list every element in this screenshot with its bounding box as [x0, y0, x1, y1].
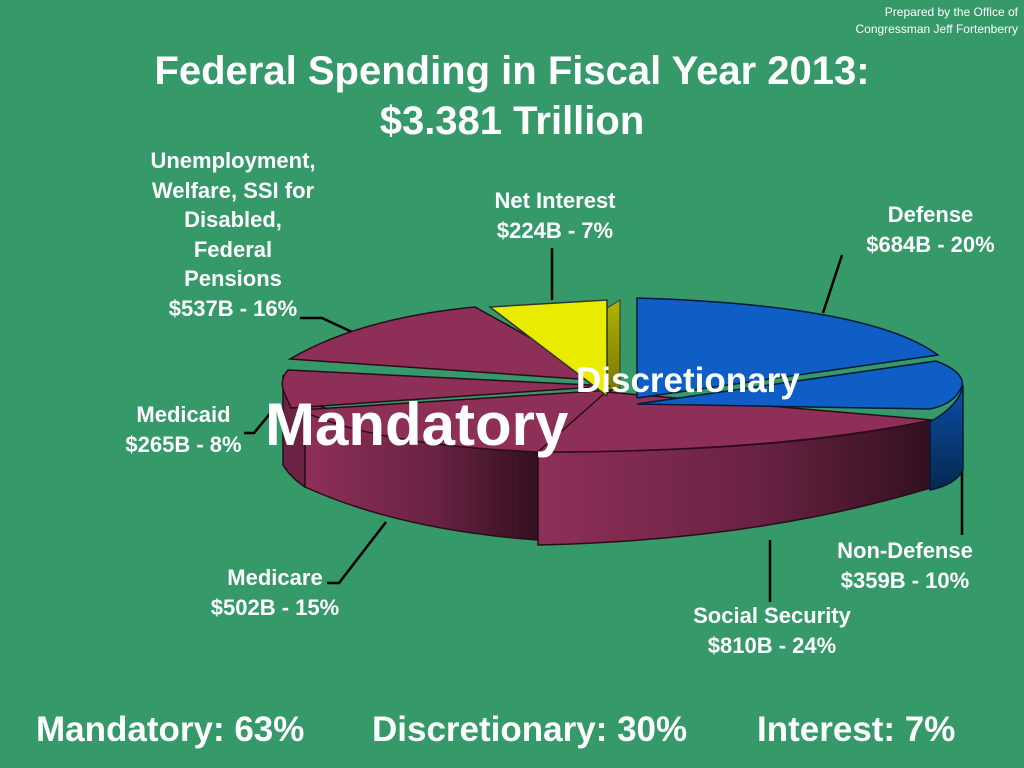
slice-top-net-interest [487, 299, 608, 398]
slice-top-medicaid [281, 369, 611, 409]
label-non-defense: Non-Defense $359B - 10% [815, 536, 995, 595]
label-text: $810B - 24% [707, 632, 837, 658]
label-text: Medicaid [136, 402, 231, 427]
slice-top-social-security [536, 391, 933, 453]
label-text: Disabled, [184, 207, 282, 232]
credit-line: Congressman Jeff Fortenberry [855, 22, 1018, 36]
slice-top-non-defense [636, 360, 963, 410]
credit-note: Prepared by the Office of Congressman Je… [855, 4, 1018, 38]
label-text: $359B - 10% [840, 567, 970, 593]
summary-interest: Interest: 7% [757, 710, 956, 749]
label-social-security: Social Security $810B - 24% [672, 601, 872, 660]
label-text: $537B - 16% [168, 295, 298, 321]
label-text: $224B - 7% [496, 217, 614, 243]
leader-line-medicaid [244, 408, 284, 435]
pie-tops [281, 297, 963, 453]
label-unemployment: Unemployment, Welfare, SSI for Disabled,… [118, 146, 348, 323]
label-text: Medicare [227, 565, 323, 590]
slice-top-medicare [299, 389, 615, 453]
label-text: Non-Defense [837, 538, 973, 563]
label-text: $502B - 15% [210, 594, 340, 620]
label-text: $265B - 8% [125, 431, 242, 457]
credit-line: Prepared by the Office of [884, 5, 1018, 19]
label-text: Unemployment, [150, 148, 316, 173]
leader-line-defense [821, 254, 844, 314]
page-title: Federal Spending in Fiscal Year 2013: $3… [0, 46, 1024, 146]
label-net-interest: Net Interest $224B - 7% [470, 186, 640, 245]
slice-top-unemployment [287, 306, 609, 382]
leader-line-medicare [327, 521, 387, 585]
label-text: Welfare, SSI for [151, 177, 315, 203]
label-text: Pensions [184, 266, 282, 291]
title-line: $3.381 Trillion [379, 99, 645, 143]
group-label-mandatory: Mandatory [265, 391, 569, 458]
label-text: Net Interest [494, 188, 616, 213]
title-line: Federal Spending in Fiscal Year 2013: [154, 49, 870, 93]
label-text: Federal [193, 236, 273, 262]
slice-top-defense [636, 297, 940, 399]
summary-mandatory: Mandatory: 63% [36, 710, 305, 749]
label-medicaid: Medicaid $265B - 8% [106, 400, 261, 459]
label-text: Defense [887, 202, 974, 227]
label-text: Social Security [693, 603, 851, 628]
label-defense: Defense $684B - 20% [848, 200, 1013, 259]
group-label-discretionary: Discretionary [576, 361, 800, 400]
summary-discretionary: Discretionary: 30% [372, 710, 688, 749]
label-medicare: Medicare $502B - 15% [195, 563, 355, 622]
leader-line-unemployment [300, 316, 353, 334]
slice-side-non-defense [929, 384, 964, 491]
label-text: $684B - 20% [866, 231, 995, 257]
